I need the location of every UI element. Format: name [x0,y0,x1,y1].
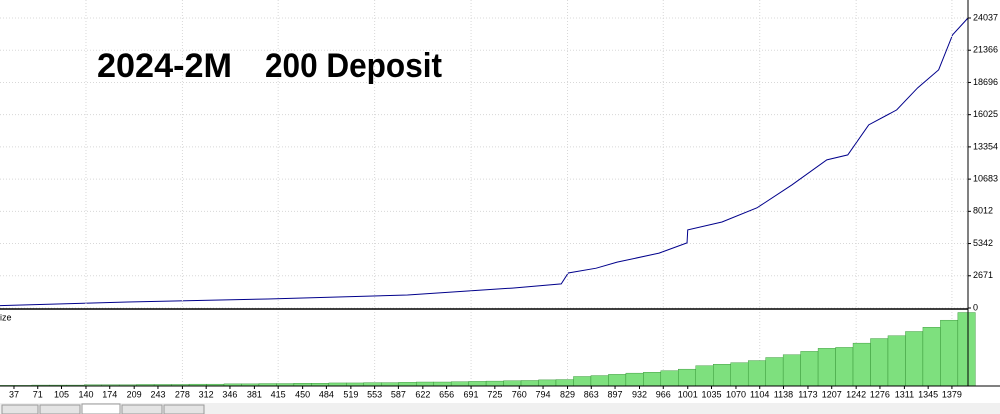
size-bar [538,379,557,387]
size-bar [782,354,801,387]
size-bar [503,380,522,387]
x-tick-label: 553 [367,389,382,399]
tab-strip [0,403,1000,414]
size-bar [520,380,539,387]
x-tick-label: 37 [9,389,19,399]
y-tick-label: 24037 [973,12,998,22]
x-tick-label: 519 [343,389,358,399]
x-tick-label: 450 [295,389,310,399]
size-bar [433,381,452,387]
x-tick-label: 312 [199,389,214,399]
x-tick-label: 829 [560,389,575,399]
size-bar [730,362,749,387]
x-tick-label: 1207 [822,389,842,399]
size-bar [713,364,731,387]
x-tick-label: 1035 [701,389,721,399]
x-tick-label: 691 [464,389,479,399]
y-tick-label: 18696 [973,77,998,87]
x-tick-label: 1138 [774,389,793,399]
x-tick-label: 209 [127,389,142,399]
x-tick-label: 656 [439,389,454,399]
balance-line [0,17,969,307]
y-tick-label: 10683 [973,173,998,183]
size-bar [747,360,766,387]
tab[interactable] [39,404,81,414]
size-bar [905,331,924,387]
size-bar [852,342,871,387]
tab[interactable] [81,403,121,414]
x-tick-label: 1276 [870,389,890,399]
x-tick-label: 760 [512,389,527,399]
size-bar [416,381,434,387]
size-bar [643,372,662,387]
y-tick-label: 16025 [973,109,998,119]
tab[interactable] [121,404,163,414]
y-tick-label: 13354 [973,141,998,151]
size-bar [922,327,941,387]
size-bar [957,312,976,387]
x-tick-label: 346 [222,389,237,399]
x-tick-label: 587 [391,389,406,399]
y-tick-label: 21366 [973,45,998,55]
size-bar [555,379,574,387]
x-tick-label: 415 [271,389,286,399]
tab[interactable] [1,404,39,414]
size-bar [887,335,906,387]
annotation: 2024-2M [97,47,232,85]
x-tick-label: 484 [319,389,334,399]
x-tick-label: 381 [247,389,262,399]
x-tick-label: 1242 [846,389,866,399]
x-tick-label: 1001 [678,389,698,399]
x-tick-label: 1311 [895,389,914,399]
x-tick-label: 932 [632,389,647,399]
tab[interactable] [163,404,205,414]
size-bar [398,382,417,387]
y-tick-label: 2671 [973,270,993,280]
size-bar [870,338,889,387]
x-tick-label: 966 [656,389,671,399]
size-bar [817,348,836,387]
size-label: Size [0,312,12,322]
size-bar [363,382,382,387]
y-tick-label: 5342 [973,238,993,248]
size-bar [695,365,714,387]
size-bar [450,381,469,387]
x-tick-label: 863 [584,389,599,399]
y-tick-label: 0 [973,302,978,312]
x-tick-label: 1345 [918,389,938,399]
size-bar [485,380,504,387]
x-tick-label: 1070 [726,389,746,399]
size-bar [800,351,819,387]
size-bar [590,375,609,387]
x-tick-label: 174 [102,389,117,399]
size-bar [940,319,959,387]
x-tick-label: 278 [175,389,190,399]
x-tick-label: 71 [33,389,43,399]
size-bar [608,374,627,387]
x-tick-label: 1379 [942,389,962,399]
size-bar [573,376,592,387]
y-tick-label: 8012 [973,206,993,216]
x-tick-label: 622 [415,389,430,399]
x-tick-label: 140 [78,389,93,399]
size-bar [381,382,399,387]
x-tick-label: 897 [608,389,623,399]
x-tick-label: 105 [54,389,69,399]
x-tick-label: 1104 [750,389,769,399]
x-tick-label: 1173 [798,389,817,399]
size-bar [678,368,696,387]
size-bar [835,347,854,387]
size-bar [625,372,644,387]
x-tick-label: 725 [487,389,502,399]
x-tick-label: 794 [536,389,551,399]
size-bar [660,370,679,387]
x-tick-label: 243 [150,389,165,399]
annotation: 200 Deposit [265,47,442,85]
size-bar [468,381,487,387]
size-bar [765,357,784,387]
